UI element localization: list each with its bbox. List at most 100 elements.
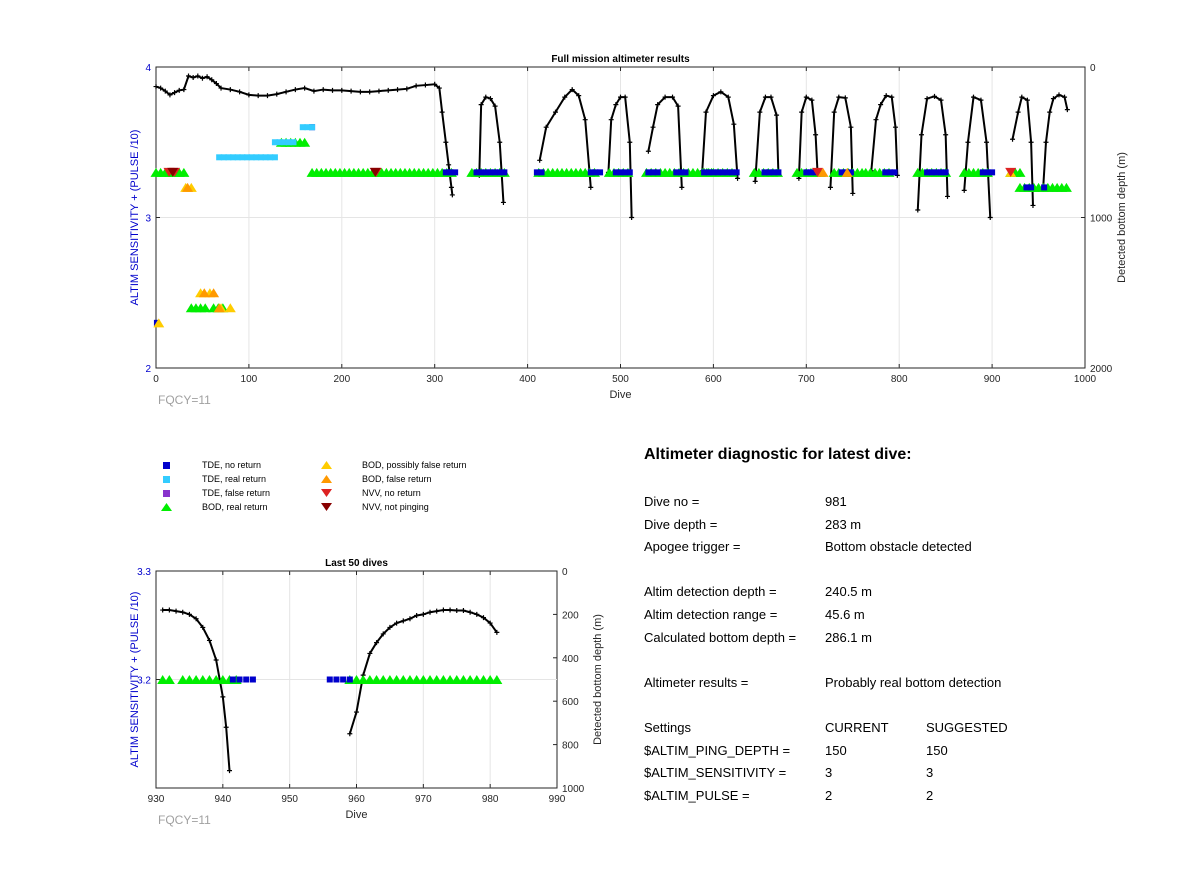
legend-label: TDE, real return <box>202 474 267 484</box>
legend-label: TDE, false return <box>202 488 271 498</box>
marker-tde-no-return <box>1041 184 1048 191</box>
depth-point <box>622 94 628 100</box>
depth-point <box>827 184 833 190</box>
marker-tde-no-return <box>243 676 250 683</box>
marker-tde-real-return <box>253 154 260 161</box>
diag-value: Probably real bottom detection <box>825 674 1002 690</box>
depth-point <box>762 94 768 100</box>
depth-point <box>757 109 763 115</box>
depth-point <box>608 117 614 123</box>
depth-point <box>675 103 681 109</box>
marker-tde-no-return <box>705 169 712 176</box>
legend-marker-bod-real-return <box>161 503 172 511</box>
depth-point <box>892 124 898 130</box>
depth-point <box>987 215 993 220</box>
depth-point <box>735 175 741 181</box>
x-axis-label: Dive <box>345 809 367 821</box>
y-right-tick-label: 1000 <box>562 784 585 795</box>
depth-point <box>385 87 391 93</box>
diag-row-calc-depth: Calculated bottom depth = 286.1 m <box>644 630 1164 653</box>
marker-nvv-no-return <box>811 167 823 177</box>
diag-row-settings-header: Settings CURRENT SUGGESTED <box>644 720 1164 743</box>
depth-point <box>618 94 623 100</box>
current-header: CURRENT <box>825 719 889 735</box>
depth-point <box>176 87 182 93</box>
depth-point <box>978 97 984 103</box>
depth-point <box>264 93 270 99</box>
depth-point <box>387 624 393 630</box>
depth-line <box>538 88 592 188</box>
marker-bod-real-return <box>178 167 190 177</box>
depth-point <box>436 85 442 91</box>
depth-point <box>679 184 685 190</box>
depth-point <box>218 85 224 91</box>
depth-point <box>223 724 229 730</box>
depth-point <box>434 608 440 614</box>
marker-tde-real-return <box>216 154 223 161</box>
x-tick-label: 1000 <box>1074 374 1097 385</box>
x-tick-label: 900 <box>984 374 1001 385</box>
y-axis-label: ALTIM SENSITIVITY + (PULSE /10) <box>129 592 141 768</box>
marker-tde-no-return <box>673 169 680 176</box>
depth-point <box>703 109 709 115</box>
y-tick-label: 3 <box>145 214 151 225</box>
x-tick-label: 980 <box>482 794 499 805</box>
legend-label: NVV, not pinging <box>362 502 429 512</box>
depth-point <box>487 96 493 102</box>
depth-point <box>971 94 977 100</box>
diag-label: Apogee trigger = <box>644 539 741 555</box>
depth-point <box>803 94 809 100</box>
marker-bod-false-return <box>182 182 194 192</box>
depth-point <box>200 624 206 630</box>
legend-label: BOD, possibly false return <box>362 460 467 470</box>
x-tick-label: 800 <box>891 374 908 385</box>
y-tick-label: 3.2 <box>137 676 151 687</box>
diag-row-setting: $ALTIM_PULSE = 2 2 <box>644 788 1164 811</box>
marker-tde-no-return <box>340 676 347 683</box>
depth-point <box>500 199 506 205</box>
depth-point <box>984 139 990 145</box>
y-right-axis-label: Detected bottom depth (m) <box>592 614 604 745</box>
depth-point <box>588 184 594 190</box>
depth-point <box>1050 96 1056 102</box>
marker-tde-no-return <box>622 169 629 176</box>
diag-row-altim-depth: Altim detection depth = 240.5 m <box>644 584 1164 607</box>
series-tde-no-return <box>229 676 353 683</box>
diag-label: Altim detection range = <box>644 606 778 622</box>
marker-tde-real-return <box>225 154 232 161</box>
depth-point <box>670 94 676 100</box>
marker-bod-real-return <box>199 303 211 313</box>
marker-bod-real-return <box>1060 182 1072 192</box>
depth-point <box>460 607 466 613</box>
depth-point <box>627 139 633 145</box>
depth-point <box>487 620 493 626</box>
marker-tde-no-return <box>478 169 485 176</box>
depth-point <box>407 616 413 622</box>
series-nvv-not-pinging <box>167 167 381 177</box>
legend-label: BOD, false return <box>362 474 432 484</box>
x-tick-label: 600 <box>705 374 722 385</box>
x-tick-label: 0 <box>153 374 159 385</box>
depth-point <box>181 87 187 93</box>
setting-current: 3 <box>825 765 833 781</box>
depth-point <box>1062 94 1068 100</box>
diag-label: Dive no = <box>644 494 700 509</box>
depth-point <box>376 88 382 94</box>
y-axis-label: ALTIM SENSITIVITY + (PULSE /10) <box>129 130 141 306</box>
depth-point <box>478 102 484 108</box>
x-tick-label: 950 <box>281 794 298 805</box>
depth-point <box>582 117 588 123</box>
depth-point <box>354 709 359 715</box>
depth-point <box>255 93 261 99</box>
marker-tde-no-return <box>942 169 949 176</box>
marker-nvv-not-pinging <box>167 167 179 177</box>
marker-tde-no-return <box>501 169 508 176</box>
marker-tde-no-return <box>473 169 480 176</box>
diag-value: Bottom obstacle detected <box>825 539 972 555</box>
marker-tde-real-return <box>271 139 278 146</box>
suggested-header: SUGGESTED <box>926 719 1008 735</box>
depth-point <box>367 650 373 656</box>
depth-point <box>199 75 205 81</box>
marker-tde-real-return <box>262 154 269 161</box>
depth-point <box>443 139 449 145</box>
